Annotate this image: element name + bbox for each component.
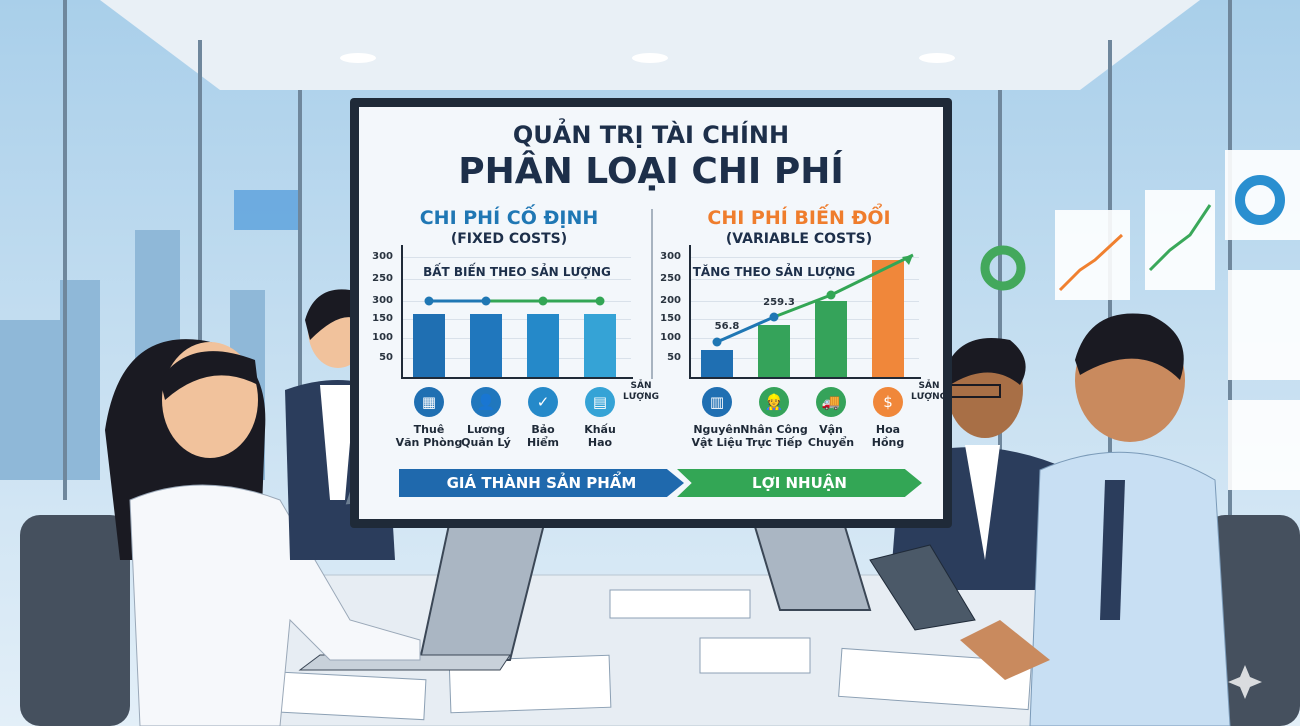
- shield-check-icon: ✓: [528, 387, 558, 417]
- building-icon: ▦: [414, 387, 444, 417]
- trend-point: [538, 296, 548, 306]
- worker-icon: 👷: [759, 387, 789, 417]
- y-tick-label: 50: [667, 352, 681, 363]
- truck-icon: 🚚: [816, 387, 846, 417]
- point-label: 56.8: [714, 321, 740, 332]
- y-tick-label: 300: [372, 295, 393, 306]
- cost-item-label: Lương Quản Lý: [461, 423, 511, 449]
- x-axis: [401, 377, 633, 379]
- person-seated-woman: [105, 339, 421, 726]
- cost-item-label: Nguyên Vật Liệu: [691, 423, 743, 449]
- gridline: [689, 358, 919, 359]
- arrow-head: [902, 255, 913, 265]
- gridline: [689, 279, 919, 280]
- footer-cost-arrow: GIÁ THÀNH SẢN PHẨM: [399, 469, 684, 497]
- cost-item-label: Vận Chuyển: [807, 423, 855, 449]
- gridline: [401, 279, 631, 280]
- gridline: [401, 358, 631, 359]
- divider: [651, 209, 653, 379]
- fixed-heading: CHI PHÍ CỐ ĐỊNH: [419, 207, 599, 229]
- trend-point: [712, 337, 722, 347]
- trend-segment: [773, 293, 832, 319]
- person-man-right: [960, 313, 1231, 726]
- trend-point: [424, 296, 434, 306]
- y-tick-label: 250: [660, 273, 681, 284]
- trend-segment: [716, 315, 775, 344]
- bar: [815, 300, 847, 377]
- x-axis-label: SẢN LƯỢNG: [911, 381, 948, 402]
- fixed-subheading: (FIXED COSTS): [450, 231, 568, 247]
- y-tick-label: 100: [660, 332, 681, 343]
- y-tick-label: 50: [379, 352, 393, 363]
- bar: [413, 314, 445, 377]
- variable-heading: CHI PHÍ BIẾN ĐỔI: [707, 207, 891, 229]
- y-tick-label: 300: [372, 251, 393, 262]
- materials-icon: ▥: [702, 387, 732, 417]
- y-tick-label: 300: [660, 251, 681, 262]
- cost-item-label: Nhân Công Trực Tiếp: [740, 423, 808, 449]
- point-label: 259.3: [763, 297, 795, 308]
- bar: [701, 350, 733, 377]
- title-line-2: PHÂN LOẠI CHI PHÍ: [458, 151, 844, 192]
- gridline: [401, 338, 631, 339]
- sparkle-icon: [1228, 665, 1262, 699]
- bar: [758, 325, 790, 377]
- cost-item-label: Bảo Hiểm: [527, 423, 559, 449]
- bar: [470, 314, 502, 377]
- footer-profit-arrow: LỢI NHUẬN: [677, 469, 922, 497]
- trend-point: [481, 296, 491, 306]
- gridline: [401, 319, 631, 320]
- floating-screen: [234, 190, 300, 230]
- gridline: [401, 257, 631, 258]
- cost-item-label: Hoa Hồng: [871, 423, 905, 449]
- manager-icon: 👤: [471, 387, 501, 417]
- trend-point: [769, 312, 779, 322]
- trend-line: [712, 253, 914, 347]
- gridline: [689, 338, 919, 339]
- y-axis: [401, 245, 403, 377]
- y-tick-label: 150: [372, 313, 393, 324]
- money-hand-icon: $: [873, 387, 903, 417]
- gridline: [689, 301, 919, 302]
- x-axis: [689, 377, 921, 379]
- document-icon: ▤: [585, 387, 615, 417]
- variable-caption: TĂNG THEO SẢN LƯỢNG: [692, 265, 856, 279]
- gridline: [689, 319, 919, 320]
- title-line-1: QUẢN TRỊ TÀI CHÍNH: [512, 121, 790, 149]
- presentation-screen: QUẢN TRỊ TÀI CHÍNH PHÂN LOẠI CHI PHÍ CHI…: [350, 98, 952, 528]
- y-axis: [689, 245, 691, 377]
- x-axis-label: SẢN LƯỢNG: [623, 381, 660, 402]
- bar: [527, 314, 559, 377]
- bar: [584, 314, 616, 377]
- trend-segment: [830, 253, 914, 297]
- trend-point: [826, 290, 836, 300]
- cost-item-label: Thuê Văn Phòng: [395, 423, 463, 449]
- variable-subheading: (VARIABLE COSTS): [725, 231, 873, 247]
- trend-line: [424, 296, 605, 306]
- y-tick-label: 100: [372, 332, 393, 343]
- trend-point: [595, 296, 605, 306]
- y-tick-label: 150: [660, 313, 681, 324]
- fixed-caption: BẤT BIẾN THEO SẢN LƯỢNG: [423, 265, 611, 279]
- bar: [872, 260, 904, 377]
- y-tick-label: 200: [660, 295, 681, 306]
- cost-item-label: Khấu Hao: [584, 423, 616, 449]
- y-tick-label: 250: [372, 273, 393, 284]
- wall-charts: [980, 150, 1300, 490]
- gridline: [689, 257, 919, 258]
